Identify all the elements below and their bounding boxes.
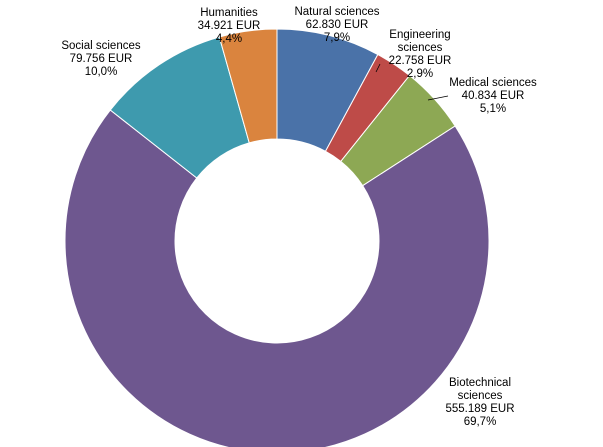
- donut-slices: [64, 28, 490, 447]
- slice-humanities[interactable]: [218, 28, 278, 144]
- label-medical-sciences: Medical sciences 40.834 EUR 5,1%: [449, 77, 537, 115]
- data-labels: Natural sciences 62.830 EUR 7,9% Engineerin…: [61, 6, 537, 428]
- label-biotechnical-sciences: Biotechnical sciences 555.189 EUR 69,7%: [445, 377, 514, 428]
- leader-engineering-sciences: [375, 63, 381, 73]
- label-natural-sciences: Natural sciences 62.830 EUR 7,9%: [294, 6, 379, 44]
- label-humanities: Humanities 34.921 EUR 4,4%: [198, 7, 261, 45]
- leader-medical-sciences: [427, 95, 449, 101]
- label-social-sciences: Social sciences 79.756 EUR 10,0%: [61, 40, 141, 78]
- slice-biotechnical-sciences[interactable]: [64, 109, 490, 447]
- label-engineering-sciences: Engineering sciences 22.758 EUR 2,9%: [389, 29, 452, 80]
- leader-lines: [375, 63, 449, 101]
